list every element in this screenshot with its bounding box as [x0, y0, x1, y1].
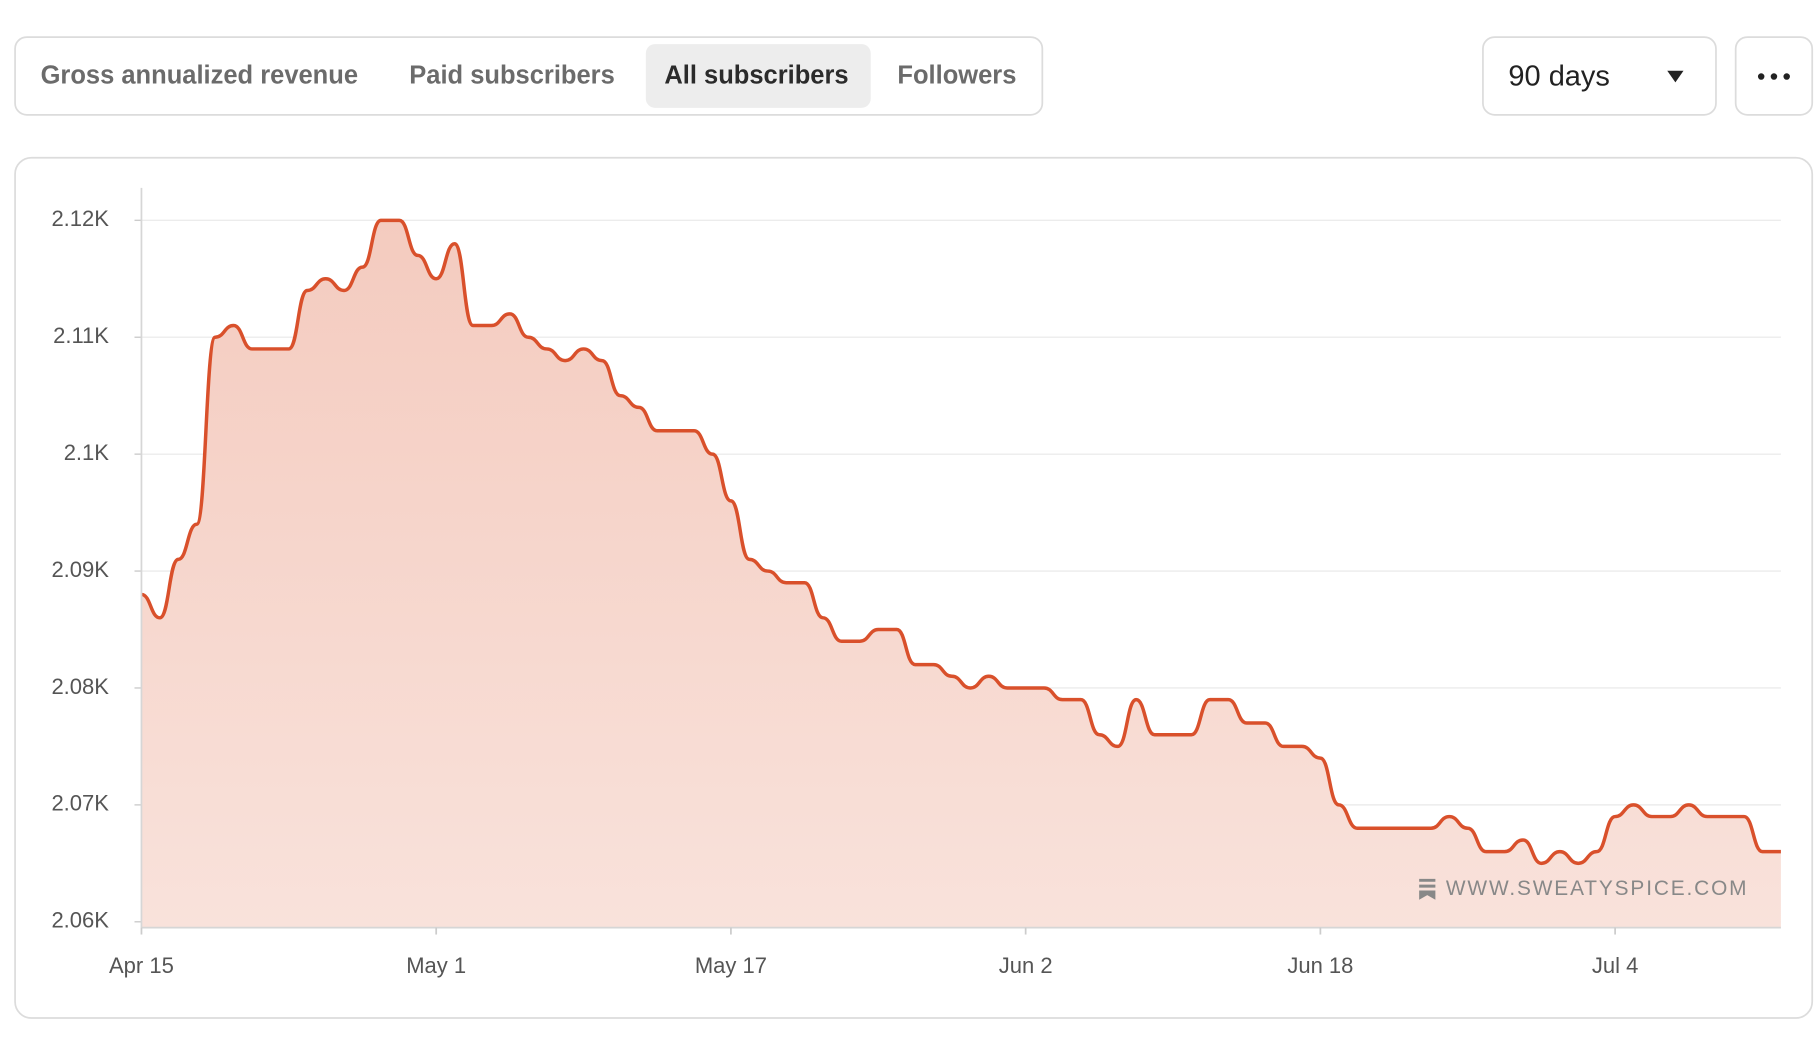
range-label: 90 days [1508, 60, 1609, 92]
x-tick-label: Jun 18 [1287, 953, 1353, 978]
active-tab-bg [645, 44, 871, 108]
y-tick-label: 2.06K [51, 908, 109, 933]
dropdown-arrow [1667, 70, 1684, 83]
y-tick-label: 2.11K [53, 323, 109, 348]
y-tick-label: 2.09K [51, 557, 109, 582]
y-tick-label: 2.08K [51, 674, 109, 699]
x-tick-label: Jun 2 [999, 953, 1053, 978]
x-tick-label: May 1 [406, 953, 466, 978]
watermark-icon [1419, 878, 1436, 900]
x-tick-label: May 17 [695, 953, 767, 978]
tab[interactable]: Paid subscribers [409, 61, 615, 89]
y-tick-label: 2.07K [51, 791, 109, 816]
area [141, 220, 1781, 928]
x-tick-label: Jul 4 [1592, 953, 1639, 978]
watermark: WWW.SWEATYSPICE.COM [1446, 877, 1749, 900]
x-tick-label: Apr 15 [109, 953, 174, 978]
more-icon [1757, 73, 1790, 80]
y-tick-label: 2.12K [51, 206, 109, 231]
line [140, 218, 1781, 866]
tab[interactable]: All subscribers [664, 61, 848, 89]
y-tick-label: 2.1K [64, 440, 110, 465]
tab[interactable]: Gross annualized revenue [41, 61, 358, 89]
range-dropdown[interactable] [1482, 36, 1717, 116]
tab[interactable]: Followers [897, 61, 1016, 89]
